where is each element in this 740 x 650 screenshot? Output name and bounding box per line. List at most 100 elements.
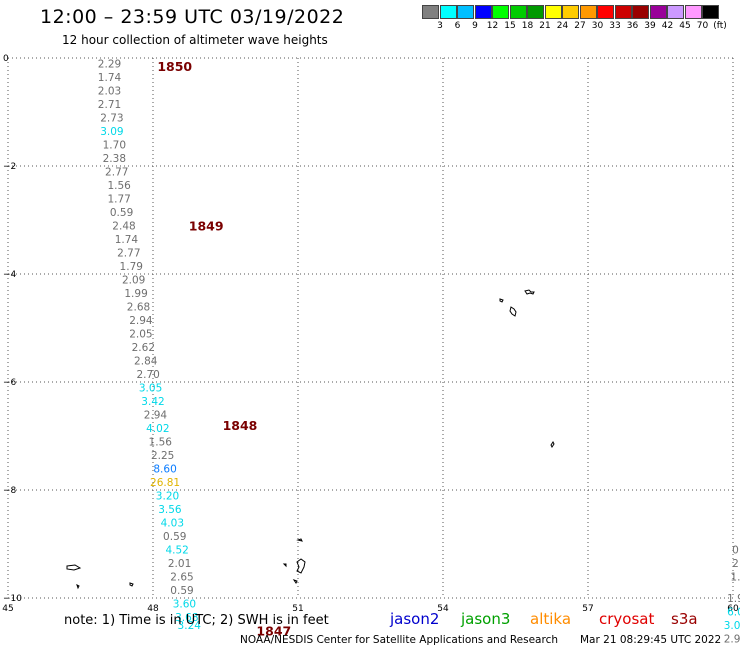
pass-time-label: 1849	[189, 218, 224, 233]
wave-height-value: 2.94	[129, 315, 153, 327]
wave-height-value: 3.05	[139, 382, 162, 394]
wave-height-value: 2.77	[117, 247, 140, 259]
map-subtitle: 12 hour collection of altimeter wave hei…	[62, 33, 328, 47]
legend-label: 24	[556, 21, 569, 31]
satellite-name: altika	[530, 610, 572, 628]
wave-height-value: 2.01	[168, 558, 191, 570]
wave-height-value: 3.56	[158, 504, 182, 516]
y-tick-label: 0	[3, 54, 9, 64]
wave-height-value: 1.77	[107, 193, 130, 205]
wave-height-value: 2.77	[105, 166, 128, 178]
wave-height-value: 1.56	[107, 180, 131, 192]
x-tick-label: 45	[2, 604, 13, 614]
wave-height-value: 2.71	[98, 99, 121, 111]
island-shape	[129, 582, 134, 587]
wave-height-value: 1.99	[124, 288, 147, 300]
footer-note: note: 1) Time is in UTC; 2) SWH is in fe…	[64, 613, 329, 628]
legend-label: 45	[679, 21, 691, 31]
wave-height-value: 2.99	[724, 634, 740, 646]
wave-height-value: 4.02	[146, 423, 169, 435]
x-tick-label: 51	[292, 604, 303, 614]
wave-height-value: 8.60	[153, 463, 176, 475]
pass-time-label: 1847	[256, 623, 291, 638]
satellite-name: s3a	[671, 610, 698, 628]
island-shape	[282, 563, 287, 568]
wave-height-value: 2.70	[136, 369, 159, 381]
wave-height-value: 2.38	[103, 153, 126, 165]
island-shape	[296, 558, 306, 574]
wave-height-value: 2.84	[134, 355, 158, 367]
wave-height-value: 0.59	[163, 531, 186, 543]
island-shape	[499, 298, 504, 303]
legend-label: 33	[609, 21, 621, 31]
legend-label: 70	[696, 21, 709, 31]
legend-label: 39	[644, 21, 656, 31]
island-shape	[76, 584, 80, 590]
map-grid: 45 48 51 54 57 60 0 −2 −4 −6 −8 −10	[2, 54, 739, 614]
island-shape	[296, 538, 303, 542]
legend-swatch	[492, 5, 509, 19]
legend-label: 21	[539, 21, 551, 31]
wave-height-value: 1.74	[98, 72, 122, 84]
island-shape	[509, 306, 517, 317]
y-tick-label: −2	[3, 162, 16, 172]
y-tick-label: −10	[3, 594, 22, 604]
wave-height-value: 2.03	[98, 85, 121, 97]
wave-height-value: 26.81	[150, 477, 180, 489]
wave-height-value: 1.70	[103, 139, 126, 151]
wave-height-value: 6.0	[727, 607, 740, 619]
legend-label: 36	[626, 21, 639, 31]
wave-height-value: 2.65	[170, 571, 193, 583]
legend-swatch	[579, 5, 597, 19]
wave-height-value: 2.29	[98, 58, 121, 70]
wave-height-value: 3.42	[141, 396, 164, 408]
wave-height-value: 3.09	[100, 126, 123, 138]
satellite-name: cryosat	[599, 610, 655, 628]
y-tick-label: −8	[3, 486, 17, 496]
x-tick-label: 60	[727, 604, 739, 614]
pass-time-label: 1850	[157, 59, 192, 74]
x-tick-label: 57	[582, 604, 593, 614]
legend-label: 6	[454, 21, 461, 31]
legend-label: 27	[574, 21, 586, 31]
legend-labels: 3 6 9 12 15 18 21 24 27 30 33 36 39 42 45 70 (ft)	[422, 21, 727, 35]
legend-swatch	[422, 5, 439, 19]
legend-label: 30	[591, 21, 604, 31]
legend-swatch	[649, 5, 667, 19]
wave-height-value: 2	[732, 558, 739, 570]
wave-height-value: 2.48	[112, 220, 135, 232]
wave-track-edge: 0 21. 1.9 6.03.09 2.99	[724, 544, 740, 645]
y-tick-label: −6	[3, 378, 17, 388]
legend-swatch	[702, 5, 719, 19]
legend-swatch	[527, 5, 544, 19]
wave-height-value: 1.74	[115, 234, 139, 246]
legend-swatch	[667, 5, 684, 19]
wave-height-value: 2.73	[100, 112, 123, 124]
island-shape	[524, 289, 535, 295]
island-shape	[292, 579, 298, 584]
wave-height-value: 4.03	[161, 517, 184, 529]
wave-height-value: 3.09	[724, 620, 740, 632]
legend-label: 12	[486, 21, 499, 31]
wave-height-value: 3.24	[178, 620, 202, 632]
legend-swatch	[439, 5, 457, 19]
wave-height-value: 0.59	[110, 207, 133, 219]
wave-height-value: 3.60	[173, 598, 196, 610]
wave-height-value: 2.25	[151, 450, 174, 462]
legend-swatch	[457, 5, 474, 19]
wave-height-value: 1.9	[727, 593, 740, 605]
legend-swatch	[632, 5, 649, 19]
island-shape	[66, 564, 82, 571]
footer-timestamp: Mar 21 08:29:45 UTC 2022	[580, 634, 722, 646]
legend-label: 42	[661, 21, 674, 31]
legend-swatch	[474, 5, 492, 19]
wave-height-value: 3.20	[156, 490, 179, 502]
satellite-name: jason2	[390, 610, 440, 628]
wave-height-value: 0	[732, 544, 739, 556]
wave-height-value: 0.59	[170, 585, 193, 597]
legend-swatch	[544, 5, 562, 19]
x-tick-label: 54	[437, 604, 449, 614]
wave-track: 2.291.742.032.712.733.091.702.382.771.56…	[98, 58, 201, 632]
legend-swatch	[684, 5, 702, 19]
